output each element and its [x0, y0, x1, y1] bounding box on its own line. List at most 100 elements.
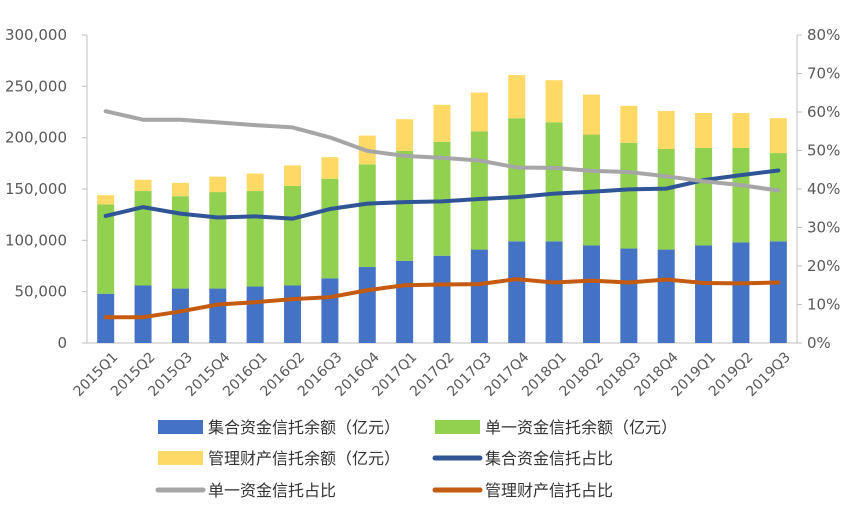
- bar-segment-1: [321, 278, 339, 343]
- bar-segment-1: [246, 286, 264, 343]
- bar-segment-3: [209, 176, 227, 193]
- legend-label: 管理财产信托占比: [485, 481, 613, 500]
- y-right-tick-label: 70%: [807, 65, 840, 83]
- bar-segment-3: [657, 110, 675, 149]
- bar-segment-2: [695, 147, 713, 246]
- legend-label: 管理财产信托余额（亿元）: [208, 449, 400, 468]
- legend-label: 集合资金信托占比: [485, 449, 613, 468]
- line-point-3: [776, 281, 780, 285]
- bar-segment-3: [321, 157, 339, 179]
- line-point-2: [178, 118, 182, 122]
- line-point-1: [739, 173, 743, 177]
- bar-segment-2: [358, 164, 376, 268]
- bar-segment-2: [732, 147, 750, 243]
- bar-segment-1: [545, 241, 563, 343]
- line-point-3: [477, 282, 481, 286]
- legend-swatch: [158, 451, 203, 465]
- legend: 集合资金信托余额（亿元） 单一资金信托余额（亿元） 管理财产信托余额（亿元） 集合资金…: [155, 418, 677, 500]
- bar-segment-1: [769, 241, 787, 343]
- line-point-1: [627, 187, 631, 191]
- line-point-3: [739, 281, 743, 285]
- line-point-3: [403, 283, 407, 287]
- y-left-tick-label: 150,000: [5, 180, 67, 198]
- line-point-3: [552, 281, 556, 285]
- y-right-tick-label: 10%: [807, 296, 840, 314]
- y-left-tick-label: 100,000: [5, 231, 67, 249]
- bar-segment-1: [695, 245, 713, 343]
- bar-segment-2: [508, 118, 526, 242]
- bar-segment-3: [695, 113, 713, 148]
- line-point-3: [178, 309, 182, 313]
- axes: 0 50,000 100,000 150,000 200,000 250,000 300,0…: [5, 26, 840, 352]
- bar-segment-2: [321, 178, 339, 279]
- line-point-3: [291, 297, 295, 301]
- line-point-2: [477, 159, 481, 163]
- x-axis-tick-labels: 2015Q12015Q22015Q32015Q42016Q12016Q22016…: [71, 349, 794, 400]
- line-point-1: [141, 205, 145, 209]
- bar-segment-1: [171, 288, 189, 343]
- line-point-2: [589, 169, 593, 173]
- line-point-3: [253, 300, 257, 304]
- y-left-tick-label: 200,000: [5, 129, 67, 147]
- line-point-2: [776, 189, 780, 193]
- bar-segment-3: [508, 75, 526, 119]
- legend-label: 单一资金信托占比: [208, 481, 336, 500]
- bar-segment-1: [620, 248, 638, 343]
- line-point-1: [515, 195, 519, 199]
- bars: [97, 75, 787, 343]
- line-point-1: [552, 192, 556, 196]
- bar-segment-2: [657, 148, 675, 250]
- bar-segment-1: [470, 249, 488, 343]
- y-right-tick-label: 0%: [807, 334, 831, 352]
- line-point-3: [515, 277, 519, 281]
- line-point-2: [253, 123, 257, 127]
- bar-segment-1: [433, 255, 451, 343]
- line-point-2: [104, 109, 108, 113]
- line-point-2: [216, 120, 220, 124]
- bar-segment-3: [134, 179, 152, 192]
- line-point-2: [702, 179, 706, 183]
- bar-segment-2: [97, 204, 115, 294]
- line-point-1: [253, 214, 257, 218]
- line-point-3: [627, 281, 631, 285]
- y-right-tick-label: 50%: [807, 142, 840, 160]
- legend-swatch: [158, 420, 203, 434]
- bar-segment-3: [545, 80, 563, 123]
- legend-label: 集合资金信托余额（亿元）: [208, 418, 400, 437]
- bar-segment-1: [284, 285, 302, 343]
- line-point-2: [739, 183, 743, 187]
- bar-segment-2: [396, 151, 414, 261]
- line-point-1: [104, 214, 108, 218]
- bar-segment-3: [246, 173, 264, 192]
- bar-segment-2: [284, 185, 302, 286]
- line-point-1: [776, 169, 780, 173]
- legend-swatch: [435, 420, 480, 434]
- bar-segment-2: [134, 191, 152, 286]
- y-left-tick-label: 300,000: [5, 26, 67, 44]
- line-point-2: [440, 156, 444, 160]
- bar-segment-3: [433, 104, 451, 142]
- line-point-3: [216, 303, 220, 306]
- lines: [103, 109, 781, 320]
- bar-segment-1: [582, 245, 600, 343]
- line-point-2: [627, 170, 631, 174]
- bar-segment-3: [470, 92, 488, 132]
- line-point-1: [477, 197, 481, 201]
- bar-segment-1: [508, 241, 526, 343]
- line-point-2: [403, 154, 407, 158]
- line-point-1: [440, 199, 444, 203]
- line-point-3: [328, 295, 332, 299]
- bar-segment-1: [732, 242, 750, 343]
- bar-segment-1: [358, 267, 376, 343]
- y-right-tick-label: 20%: [807, 257, 840, 275]
- line-point-2: [552, 166, 556, 170]
- line-point-1: [403, 200, 407, 204]
- line-point-3: [589, 279, 593, 283]
- bar-segment-1: [134, 285, 152, 343]
- bar-segment-3: [582, 94, 600, 135]
- bar-segment-2: [209, 192, 227, 289]
- line-point-1: [664, 187, 668, 191]
- bar-segment-2: [171, 196, 189, 289]
- bar-segment-1: [396, 260, 414, 343]
